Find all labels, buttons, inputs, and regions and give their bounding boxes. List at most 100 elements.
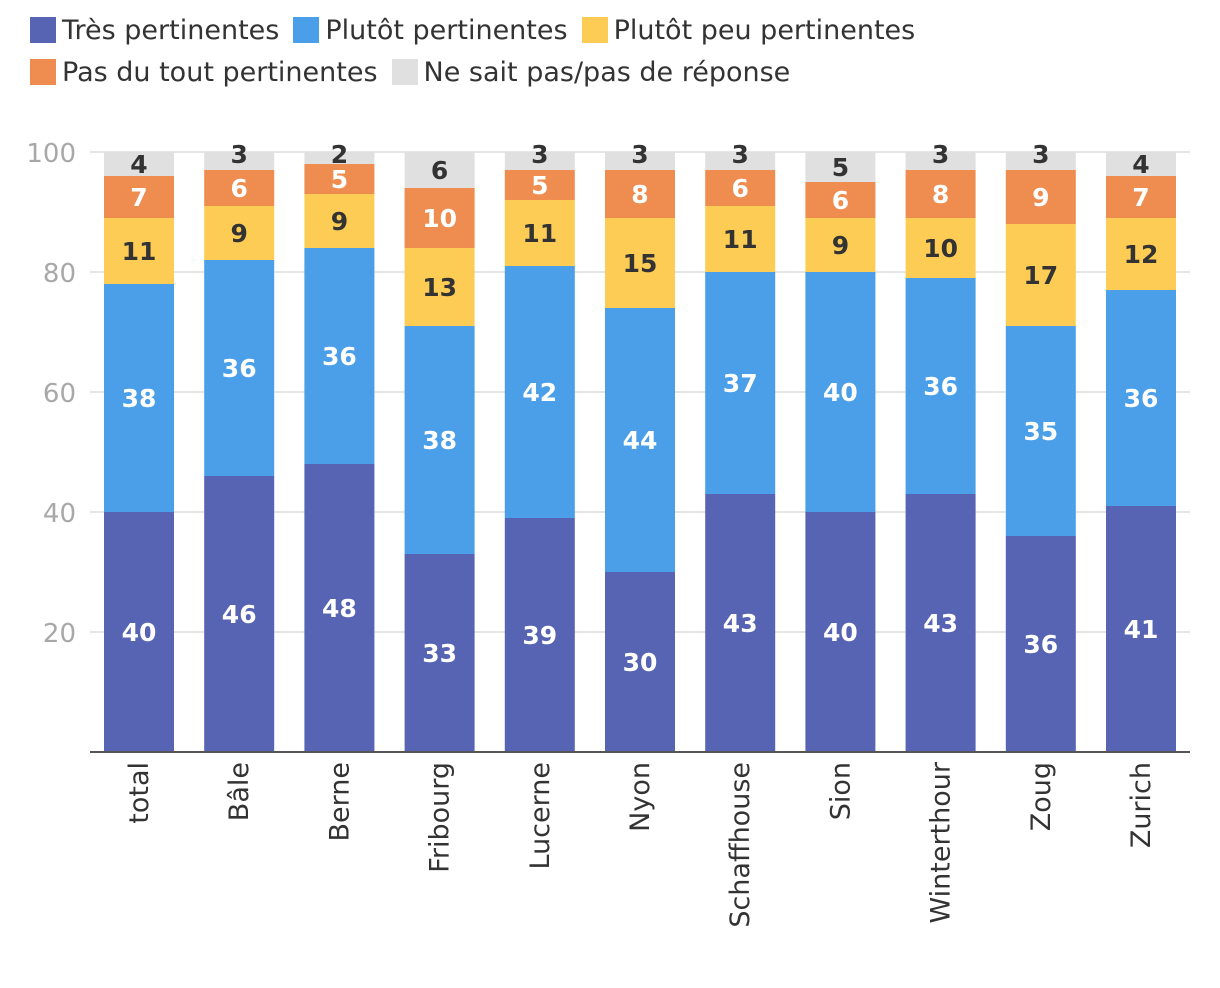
x-tick-label: Zoug: [1026, 762, 1057, 831]
bar-segment-ne-sait-pas-pas-de-reponse[interactable]: [204, 152, 275, 170]
bar-segment-pas-du-tout-pertinentes[interactable]: [104, 176, 174, 218]
data-label: 9: [1032, 183, 1049, 212]
bar-segment-ne-sait-pas-pas-de-reponse[interactable]: [705, 152, 776, 170]
bar-segment-plutot-peu-pertinentes[interactable]: [705, 206, 776, 272]
legend-item-ne-sait-pas-pas-de-reponse[interactable]: Ne sait pas/pas de réponse: [391, 52, 791, 94]
bar-segment-tres-pertinentes[interactable]: [705, 494, 776, 752]
bar-segment-ne-sait-pas-pas-de-reponse[interactable]: [605, 152, 675, 170]
bar-segment-tres-pertinentes[interactable]: [905, 494, 976, 752]
bar-segment-pas-du-tout-pertinentes[interactable]: [1106, 176, 1176, 218]
x-tick-label: Nyon: [625, 762, 656, 832]
bar-segment-ne-sait-pas-pas-de-reponse[interactable]: [304, 152, 375, 164]
legend-item-pas-du-tout-pertinentes[interactable]: Pas du tout pertinentes: [30, 52, 378, 94]
bar-segment-plutot-peu-pertinentes[interactable]: [1005, 224, 1076, 326]
bar-segment-ne-sait-pas-pas-de-reponse[interactable]: [404, 152, 475, 188]
x-tick-label: Sion: [825, 762, 856, 820]
bar-segment-tres-pertinentes[interactable]: [504, 518, 575, 752]
bar-segment-tres-pertinentes[interactable]: [605, 572, 675, 752]
data-label: 12: [1124, 240, 1159, 269]
legend-label: Plutôt pertinentes: [325, 15, 568, 46]
y-tick-label: 60: [43, 379, 76, 409]
bar-segment-plutot-peu-pertinentes[interactable]: [204, 206, 275, 260]
bar-segment-plutot-pertinentes[interactable]: [805, 272, 876, 512]
bar-segment-tres-pertinentes[interactable]: [1106, 506, 1176, 752]
bar-segment-plutot-peu-pertinentes[interactable]: [605, 218, 675, 308]
y-tick-label: 100: [26, 139, 76, 169]
bar-segment-plutot-peu-pertinentes[interactable]: [304, 194, 375, 248]
data-label: 10: [923, 234, 958, 263]
bar-segment-pas-du-tout-pertinentes[interactable]: [605, 170, 675, 218]
bar-segment-pas-du-tout-pertinentes[interactable]: [304, 164, 375, 194]
bar-segment-tres-pertinentes[interactable]: [805, 512, 876, 752]
data-label: 11: [723, 225, 758, 254]
bar-segment-ne-sait-pas-pas-de-reponse[interactable]: [104, 152, 174, 176]
data-label: 8: [631, 180, 648, 209]
data-label: 6: [731, 174, 748, 203]
bar-segment-plutot-peu-pertinentes[interactable]: [1106, 218, 1176, 290]
data-label: 40: [823, 618, 858, 647]
data-label: 43: [923, 609, 958, 638]
data-label: 10: [422, 204, 457, 233]
bar-segment-pas-du-tout-pertinentes[interactable]: [905, 170, 976, 218]
x-tick-label: total: [124, 762, 155, 824]
bar-segment-plutot-peu-pertinentes[interactable]: [905, 218, 976, 278]
x-tick-label: Winterthour: [926, 761, 957, 923]
x-tick-label: Fribourg: [425, 762, 456, 873]
bar-segment-ne-sait-pas-pas-de-reponse[interactable]: [905, 152, 976, 170]
bar-segment-plutot-pertinentes[interactable]: [304, 248, 375, 464]
data-label: 13: [422, 273, 457, 302]
data-label: 30: [623, 648, 658, 677]
bar-segment-plutot-pertinentes[interactable]: [504, 266, 575, 518]
legend-label: Plutôt peu pertinentes: [613, 15, 916, 46]
bar-segment-ne-sait-pas-pas-de-reponse[interactable]: [805, 152, 876, 182]
bar-segment-pas-du-tout-pertinentes[interactable]: [805, 182, 876, 218]
legend-item-plutot-pertinentes[interactable]: Plutôt pertinentes: [293, 10, 568, 52]
bar-segment-plutot-peu-pertinentes[interactable]: [805, 218, 876, 272]
bar-segment-plutot-pertinentes[interactable]: [705, 272, 776, 494]
bar-segment-pas-du-tout-pertinentes[interactable]: [504, 170, 575, 200]
data-label: 43: [723, 609, 758, 638]
data-label: 3: [731, 140, 748, 169]
bar-segment-pas-du-tout-pertinentes[interactable]: [204, 170, 275, 206]
bar-segment-tres-pertinentes[interactable]: [1005, 536, 1076, 752]
x-tick-label: Bâle: [224, 762, 255, 821]
legend-item-plutot-peu-pertinentes[interactable]: Plutôt peu pertinentes: [581, 10, 916, 52]
data-label: 3: [230, 140, 247, 169]
bar-segment-ne-sait-pas-pas-de-reponse[interactable]: [1005, 152, 1076, 170]
data-label: 42: [522, 378, 557, 407]
bar-segment-plutot-pertinentes[interactable]: [104, 284, 174, 512]
legend-swatch: [30, 17, 56, 43]
bar-segment-plutot-pertinentes[interactable]: [404, 326, 475, 554]
bar-segment-plutot-peu-pertinentes[interactable]: [504, 200, 575, 266]
bar-segment-tres-pertinentes[interactable]: [404, 554, 475, 752]
bar-segment-plutot-pertinentes[interactable]: [605, 308, 675, 572]
data-label: 41: [1124, 615, 1159, 644]
data-label: 36: [1023, 630, 1058, 659]
data-label: 15: [623, 249, 658, 278]
bar-segment-tres-pertinentes[interactable]: [204, 476, 275, 752]
x-tick-label: Zurich: [1126, 762, 1157, 848]
y-tick-label: 40: [43, 499, 76, 529]
data-label: 11: [122, 237, 157, 266]
bar-segment-pas-du-tout-pertinentes[interactable]: [404, 188, 475, 248]
legend-item-tres-pertinentes[interactable]: Très pertinentes: [30, 10, 279, 52]
bar-segment-pas-du-tout-pertinentes[interactable]: [1005, 170, 1076, 224]
bar-segment-tres-pertinentes[interactable]: [104, 512, 174, 752]
bar-segment-plutot-pertinentes[interactable]: [1106, 290, 1176, 506]
bar-segment-plutot-peu-pertinentes[interactable]: [404, 248, 475, 326]
data-label: 44: [623, 426, 658, 455]
data-label: 38: [422, 426, 457, 455]
bar-segment-tres-pertinentes[interactable]: [304, 464, 375, 752]
bar-segment-pas-du-tout-pertinentes[interactable]: [705, 170, 776, 206]
legend-label: Ne sait pas/pas de réponse: [423, 57, 791, 88]
bar-segment-plutot-pertinentes[interactable]: [204, 260, 275, 476]
bar-segment-plutot-pertinentes[interactable]: [905, 278, 976, 494]
legend-swatch: [581, 17, 608, 43]
bar-segment-ne-sait-pas-pas-de-reponse[interactable]: [504, 152, 575, 170]
data-label: 35: [1023, 417, 1058, 446]
bar-segment-plutot-pertinentes[interactable]: [1005, 326, 1076, 536]
data-label: 40: [122, 618, 157, 647]
bar-segment-plutot-peu-pertinentes[interactable]: [104, 218, 174, 284]
data-label: 7: [1132, 183, 1149, 212]
bar-segment-ne-sait-pas-pas-de-reponse[interactable]: [1106, 152, 1176, 176]
